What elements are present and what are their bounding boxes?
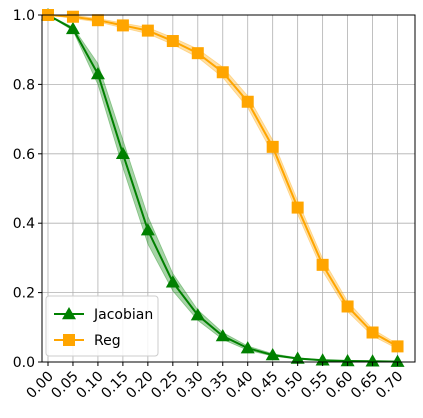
x-tick-label: 0.50 bbox=[273, 369, 306, 402]
reg-marker bbox=[116, 19, 129, 32]
x-tick-label: 0.20 bbox=[123, 369, 156, 402]
reg-marker bbox=[166, 35, 179, 48]
x-tick-label: 0.40 bbox=[223, 369, 256, 402]
reg-marker bbox=[266, 140, 279, 153]
y-tick-label: 0.0 bbox=[13, 355, 35, 371]
x-tick-label: 0.65 bbox=[348, 369, 381, 402]
reg-marker bbox=[216, 66, 229, 79]
x-tick-label: 0.55 bbox=[298, 369, 331, 402]
legend-jacobian-marker bbox=[62, 307, 76, 320]
jacobian-marker bbox=[390, 354, 405, 367]
x-tick-label: 0.05 bbox=[48, 369, 81, 402]
x-tick-label: 0.30 bbox=[173, 369, 206, 402]
reg-marker bbox=[291, 201, 304, 214]
jacobian-marker bbox=[65, 21, 80, 35]
legend-reg-marker bbox=[63, 334, 75, 346]
jacobian-marker bbox=[190, 308, 205, 321]
x-tick-label: 0.15 bbox=[98, 369, 131, 402]
jacobian-marker bbox=[365, 354, 380, 367]
jacobian-marker bbox=[90, 66, 105, 80]
reg-marker bbox=[341, 300, 354, 313]
jacobian-marker bbox=[215, 328, 230, 342]
reg-marker bbox=[366, 326, 379, 339]
jacobian-marker bbox=[140, 223, 155, 236]
reg-marker bbox=[241, 95, 254, 108]
x-tick-label: 0.25 bbox=[148, 369, 181, 402]
y-tick-label: 0.8 bbox=[13, 77, 35, 93]
x-tick-label: 0.35 bbox=[198, 369, 231, 402]
x-tick-label: 0.45 bbox=[248, 369, 281, 402]
legend-reg-label: Reg bbox=[94, 333, 121, 349]
y-tick-label: 0.6 bbox=[13, 147, 35, 163]
legend-jacobian-label: Jacobian bbox=[93, 307, 153, 323]
x-tick-label: 0.60 bbox=[323, 369, 356, 402]
reg-marker bbox=[316, 258, 329, 271]
jacobian-marker bbox=[165, 275, 180, 288]
jacobian-marker bbox=[265, 348, 280, 361]
y-tick-label: 0.2 bbox=[13, 286, 35, 302]
reg-marker bbox=[66, 10, 79, 23]
plot-frame bbox=[41, 14, 416, 363]
jacobian-marker bbox=[290, 351, 305, 364]
reg-marker bbox=[391, 340, 404, 353]
x-axis-ticks: 0.000.050.100.150.200.250.300.350.400.45… bbox=[23, 362, 406, 402]
x-tick-label: 0.70 bbox=[373, 369, 406, 402]
y-tick-label: 1.0 bbox=[13, 8, 35, 24]
series-markers bbox=[40, 8, 405, 367]
jacobian-marker bbox=[340, 353, 355, 367]
legend: Jacobian Reg bbox=[45, 295, 159, 357]
y-axis-ticks: 0.0 0.2 0.4 0.6 0.8 1.0 bbox=[13, 8, 42, 371]
jacobian-marker bbox=[240, 341, 255, 354]
reg-marker bbox=[91, 14, 104, 27]
reg-marker bbox=[141, 24, 154, 37]
x-tick-label: 0.10 bbox=[73, 369, 106, 402]
y-tick-label: 0.4 bbox=[13, 216, 35, 232]
x-tick-label: 0.00 bbox=[23, 369, 56, 402]
jacobian-marker bbox=[115, 146, 130, 160]
reg-marker bbox=[191, 47, 204, 60]
